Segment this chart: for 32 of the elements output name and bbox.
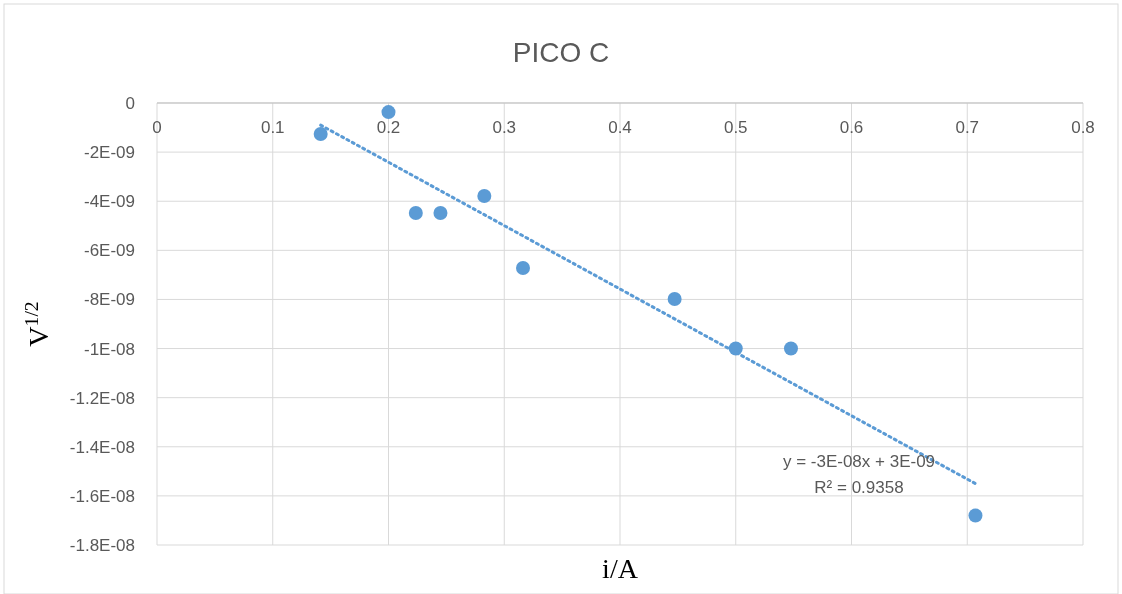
y-tick-label: -1.4E-08: [69, 437, 135, 457]
point: [968, 508, 983, 523]
y-tick-label: -1.6E-08: [69, 486, 135, 506]
x-tick-label: 0.1: [260, 118, 285, 137]
point: [783, 341, 798, 356]
point: [667, 291, 682, 306]
point: [313, 126, 328, 141]
x-tick-label: 0.3: [492, 118, 517, 137]
y-tick-label: -8E-09: [83, 290, 135, 310]
point: [516, 261, 530, 276]
y-tick-label: -2E-09: [83, 143, 135, 163]
y-tick-label: -1.8E-08: [69, 536, 135, 555]
x-tick-label: 0.5: [723, 118, 748, 137]
x-tick-label: 0.6: [839, 118, 864, 137]
annotation: R² = 0.9358: [814, 478, 904, 497]
x-tick-label: 0.7: [955, 118, 980, 137]
y-tick-label: -1.2E-08: [69, 388, 135, 408]
x-tick-label: 0.4: [608, 118, 632, 137]
point: [381, 105, 396, 120]
annotation: y = -3E-08x + 3E-09: [782, 452, 936, 471]
y-tick-label: -4E-09: [83, 192, 135, 212]
x-tick-label: 0: [152, 118, 162, 137]
x-tick-label: 0.8: [1071, 118, 1095, 137]
x-axis-title: i/A: [602, 553, 639, 584]
y-tick-label: -6E-09: [83, 241, 135, 261]
point: [408, 206, 423, 221]
point: [477, 189, 492, 204]
point: [433, 206, 448, 221]
chart-title: PICO C: [512, 37, 610, 68]
x-tick-label: 0.2: [376, 118, 401, 137]
y-tick-label: -1E-08: [83, 339, 135, 359]
y-tick-label: 0: [125, 94, 135, 113]
